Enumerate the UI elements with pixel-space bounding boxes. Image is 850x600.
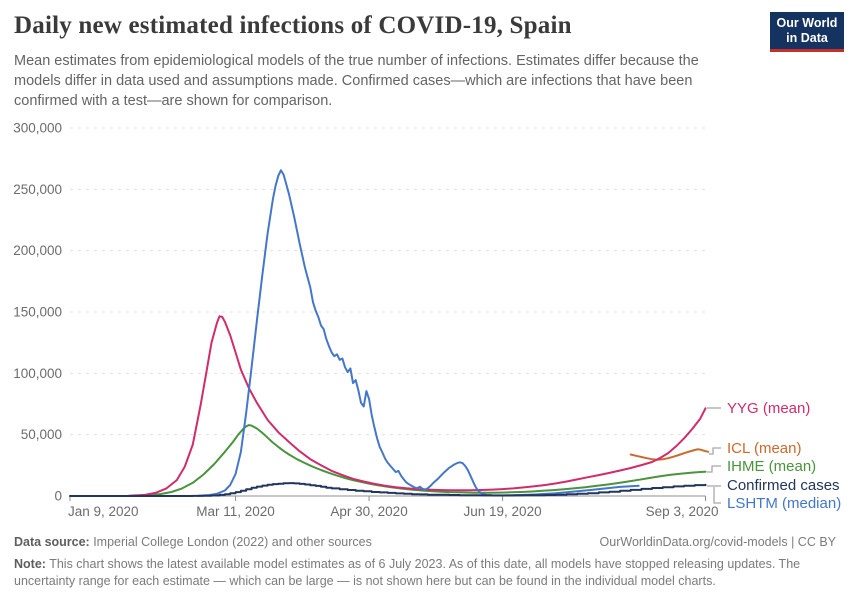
page-title: Daily new estimated infections of COVID-… — [14, 12, 572, 39]
legend-item-icl[interactable]: ICL (mean) — [727, 440, 802, 457]
chart-subtitle: Mean estimates from epidemiological mode… — [14, 53, 699, 109]
y-tick-label: 300,000 — [13, 121, 62, 136]
series-line-ihme-mean — [133, 424, 707, 497]
logo-line1: Our World — [776, 16, 838, 31]
data-source-text: Imperial College London (2022) and other… — [89, 535, 372, 549]
y-tick-label: 250,000 — [13, 182, 62, 197]
owid-link[interactable]: OurWorldinData.org/covid-models — [599, 535, 788, 549]
license-label: | CC BY — [787, 535, 836, 549]
x-tick-label: Jan 9, 2020 — [68, 504, 139, 519]
data-source-label: Data source: — [14, 535, 90, 549]
y-tick-label: 150,000 — [13, 305, 62, 320]
data-source-line: Data source: Imperial College London (20… — [14, 535, 372, 549]
legend-connector — [709, 447, 721, 455]
note-label: Note: — [14, 557, 46, 571]
chart-footer: Data source: Imperial College London (20… — [14, 535, 836, 590]
attribution: OurWorldinData.org/covid-models | CC BY — [600, 535, 836, 549]
series-line-yyg-mean — [127, 315, 707, 497]
legend-item-confirmed-cases[interactable]: Confirmed cases — [727, 477, 840, 494]
legend-connector — [707, 465, 721, 473]
owid-logo: Our World in Data — [770, 12, 844, 52]
logo-stripe — [770, 49, 844, 52]
series-line-icl-mean — [629, 448, 710, 461]
legend-item-lshtm[interactable]: LSHTM (median) — [727, 495, 842, 512]
logo-line2: in Data — [786, 30, 828, 45]
legend-item-ihme[interactable]: IHME (mean) — [727, 458, 817, 475]
y-tick-label: 0 — [54, 489, 62, 504]
series-line-confirmed-cases — [69, 482, 707, 497]
legend-connector — [713, 487, 721, 504]
legend-item-yyg[interactable]: YYG (mean) — [727, 400, 811, 417]
x-tick-label: Mar 11, 2020 — [196, 504, 275, 519]
x-tick-label: Apr 30, 2020 — [330, 504, 407, 519]
note-text: This chart shows the latest available mo… — [14, 557, 801, 588]
series-line-lshtm-median — [197, 169, 640, 497]
y-tick-label: 50,000 — [21, 427, 62, 442]
x-tick-label: Jun 19, 2020 — [464, 504, 542, 519]
y-tick-label: 100,000 — [13, 366, 62, 381]
x-tick-label: Sep 3, 2020 — [646, 504, 719, 519]
y-tick-label: 200,000 — [13, 243, 62, 258]
